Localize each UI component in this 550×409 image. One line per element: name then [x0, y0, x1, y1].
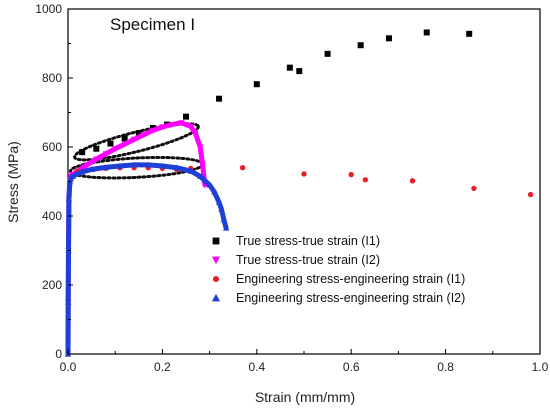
data-point [199, 161, 206, 168]
y-tick-label: 600 [42, 140, 62, 154]
true-stress-ellipse [73, 122, 200, 162]
legend-item: Engineering stress-engineering strain (I… [212, 272, 465, 286]
data-point [79, 168, 86, 175]
x-tick-label: 0.6 [343, 360, 360, 374]
data-point [466, 30, 473, 37]
data-point [211, 188, 218, 195]
data-point [220, 216, 227, 223]
legend-marker [211, 293, 221, 302]
data-point [286, 64, 293, 71]
x-axis-ticks: 0.0 0.2 0.4 0.6 0.8 1.0 [60, 349, 549, 374]
data-point [183, 113, 189, 120]
data-point [121, 141, 128, 148]
data-point [206, 181, 213, 188]
x-tick-label: 0.2 [154, 360, 171, 374]
data-point [159, 124, 166, 131]
chart-title: Specimen I [110, 15, 195, 34]
x-axis-label: Strain (mm/mm) [255, 389, 355, 405]
data-point [102, 164, 109, 170]
data-point [197, 173, 204, 179]
data-point [107, 140, 114, 147]
series-curve [65, 162, 229, 357]
data-point [301, 171, 307, 177]
data-point [93, 145, 100, 152]
data-point [409, 178, 416, 184]
data-point [159, 162, 166, 169]
data-point [173, 164, 180, 171]
legend-label: True stress-true strain (I1) [236, 234, 380, 248]
data-point [296, 68, 303, 75]
data-point [239, 165, 246, 171]
legend-item: True stress-true strain (I2) [211, 253, 380, 267]
data-point [130, 161, 138, 168]
data-point [223, 224, 230, 231]
data-point [216, 95, 223, 102]
data-point [135, 130, 142, 137]
data-point [102, 151, 109, 158]
legend-label: True stress-true strain (I2) [236, 253, 380, 267]
y-tick-label: 0 [55, 347, 62, 361]
data-point [112, 146, 119, 152]
legend-marker [212, 237, 220, 245]
legend-marker [212, 275, 220, 283]
data-point [116, 162, 124, 169]
legend: True stress-true strain (I1) True stress-… [211, 234, 465, 305]
data-point [253, 81, 260, 88]
legend-item: True stress-true strain (I1) [212, 234, 380, 248]
data-point [93, 156, 100, 163]
legend-label: Engineering stress-engineering strain (I… [236, 291, 465, 305]
x-tick-label: 0.4 [248, 360, 265, 374]
data-point [178, 120, 185, 126]
data-point [69, 173, 76, 179]
series-3 [74, 165, 534, 198]
data-point [65, 195, 73, 202]
data-point [423, 29, 430, 36]
data-point [149, 127, 157, 134]
data-point [65, 299, 72, 305]
data-point [362, 177, 369, 183]
data-point [168, 121, 175, 128]
x-tick-label: 1.0 [532, 360, 549, 374]
data-point [348, 171, 354, 178]
y-tick-label: 200 [42, 278, 62, 292]
data-point [385, 35, 392, 42]
legend-marker [211, 256, 221, 265]
data-point [79, 149, 86, 156]
data-point [140, 132, 147, 139]
data-point [218, 205, 225, 212]
data-point [121, 135, 128, 142]
data-point [187, 168, 194, 174]
legend-item: Engineering stress-engineering strain (I… [211, 291, 465, 305]
x-tick-label: 0.8 [437, 360, 454, 374]
legend-label: Engineering stress-engineering strain (I… [236, 272, 465, 286]
data-point [88, 166, 95, 173]
data-point [130, 136, 138, 143]
data-point [145, 161, 152, 168]
data-point [471, 185, 477, 192]
data-point [215, 199, 223, 205]
data-point [357, 42, 364, 49]
y-axis-ticks: 0 200 400 600 800 1000 [35, 2, 73, 361]
data-point [192, 130, 199, 137]
data-point [187, 123, 194, 130]
series-4 [64, 161, 230, 357]
y-tick-label: 1000 [35, 2, 62, 16]
y-tick-label: 800 [42, 71, 62, 85]
data-point [527, 191, 534, 198]
y-tick-label: 400 [42, 209, 62, 223]
y-axis-label: Stress (MPa) [5, 141, 21, 223]
series-layer [64, 29, 534, 358]
x-tick-label: 0.0 [60, 360, 77, 374]
series-2 [64, 120, 208, 358]
data-point [83, 162, 90, 169]
data-point [324, 50, 331, 57]
data-point [197, 144, 204, 151]
